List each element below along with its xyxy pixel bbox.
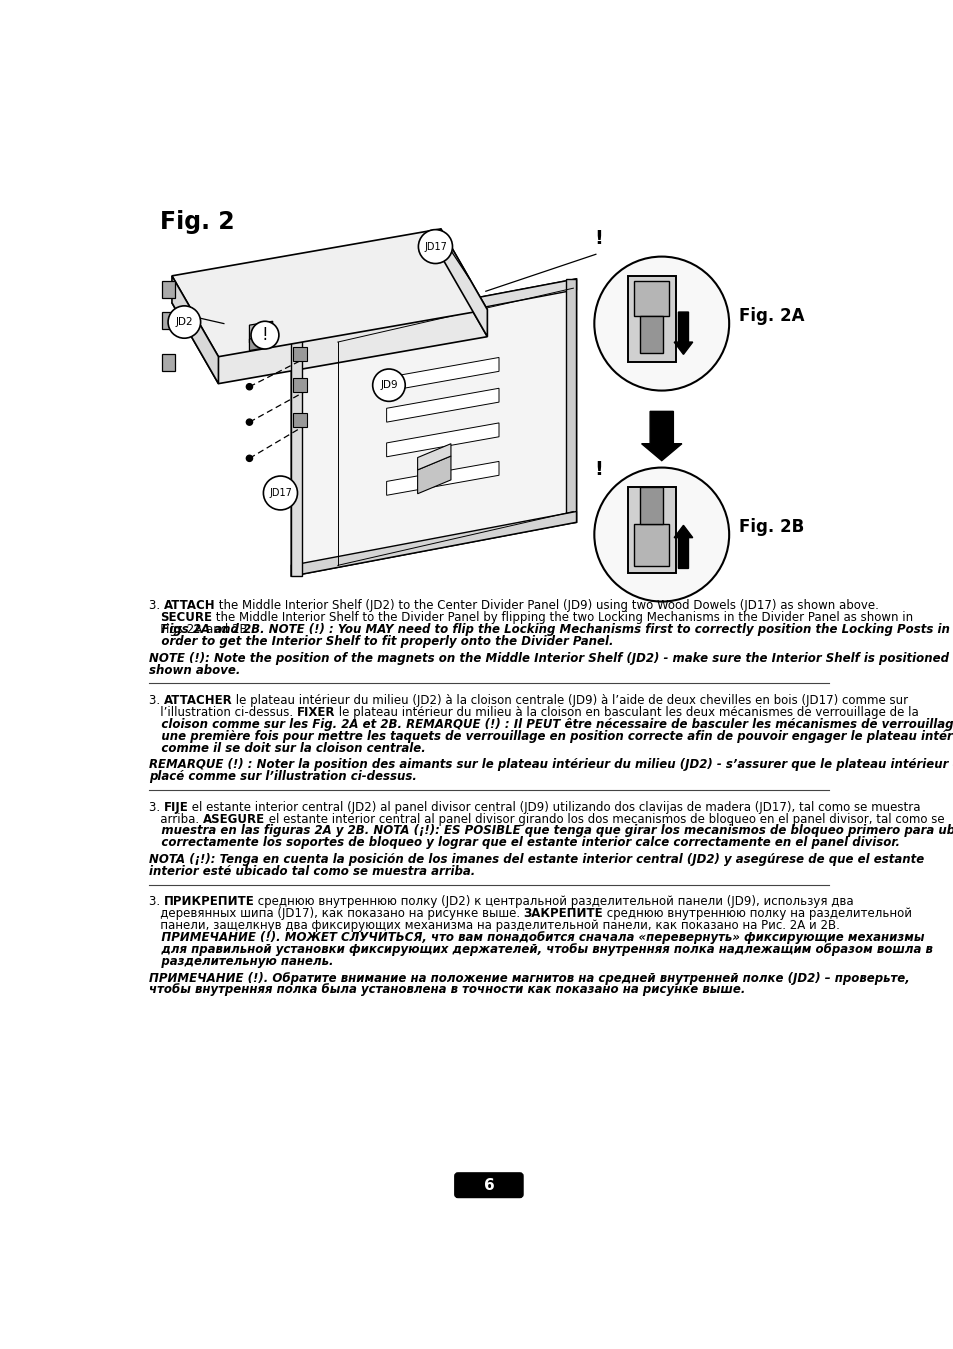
Text: shown above.: shown above.: [149, 664, 240, 677]
Polygon shape: [293, 413, 307, 426]
Polygon shape: [172, 229, 487, 356]
Text: interior esté ubicado tal como se muestra arriba.: interior esté ubicado tal como se muestr…: [149, 865, 475, 878]
Polygon shape: [386, 422, 498, 457]
Text: !: !: [261, 326, 268, 344]
Text: ПРИМЕЧАНИЕ (!). МОЖЕТ СЛУЧИТЬСЯ, что вам понадобится сначала «перевернуть» фикси: ПРИМЕЧАНИЕ (!). МОЖЕТ СЛУЧИТЬСЯ, что вам…: [149, 931, 923, 944]
FancyArrow shape: [674, 312, 692, 355]
Polygon shape: [633, 281, 669, 316]
Text: muestra en las figuras 2A y 2B. NOTA (¡!): ES POSIBLE que tenga que girar los me: muestra en las figuras 2A y 2B. NOTA (¡!…: [149, 824, 953, 838]
Text: el estante interior central al panel divisor girando los dos mecanismos de bloqu: el estante interior central al panel div…: [264, 812, 943, 826]
Text: el estante interior central (JD2) al panel divisor central (JD9) utilizando dos : el estante interior central (JD2) al pan…: [188, 800, 920, 813]
Text: Figs 2A and 2B. NOTE (!) : You MAY need to flip the Locking Mechanisms first to : Figs 2A and 2B. NOTE (!) : You MAY need …: [149, 623, 948, 637]
Text: le plateau intérieur du milieu à la cloison en basculant les deux mécanismes de : le plateau intérieur du milieu à la cloi…: [335, 706, 918, 719]
Polygon shape: [291, 279, 576, 576]
Polygon shape: [291, 333, 302, 576]
Circle shape: [373, 370, 405, 402]
Text: чтобы внутренняя полка была установлена в точности как показано на рисунке выше.: чтобы внутренняя полка была установлена …: [149, 983, 744, 997]
Polygon shape: [172, 275, 218, 383]
Polygon shape: [417, 444, 451, 469]
Polygon shape: [249, 321, 273, 343]
Text: arriba.: arriba.: [149, 812, 202, 826]
Text: Fig. 2: Fig. 2: [159, 209, 233, 233]
Circle shape: [246, 420, 253, 425]
Text: панели, защелкнув два фиксирующих механизма на разделительной панели, как показа: панели, защелкнув два фиксирующих механи…: [149, 919, 839, 932]
Polygon shape: [249, 335, 273, 351]
Text: разделительную панель.: разделительную панель.: [149, 955, 333, 969]
Polygon shape: [386, 357, 498, 391]
Polygon shape: [172, 256, 487, 383]
Text: ATTACHER: ATTACHER: [163, 693, 233, 707]
Polygon shape: [293, 348, 307, 362]
Circle shape: [263, 476, 297, 510]
Text: 3.: 3.: [149, 599, 163, 612]
Text: order to get the Interior Shelf to fit properly onto the Divider Panel.: order to get the Interior Shelf to fit p…: [149, 635, 613, 648]
Polygon shape: [386, 389, 498, 422]
Polygon shape: [639, 487, 662, 523]
Text: REMARQUE (!) : Noter la position des aimants sur le plateau intérieur du milieu : REMARQUE (!) : Noter la position des aim…: [149, 758, 953, 772]
Circle shape: [594, 256, 728, 391]
Circle shape: [418, 229, 452, 263]
Text: 3.: 3.: [149, 693, 163, 707]
Text: FIJE: FIJE: [163, 800, 188, 813]
Polygon shape: [627, 275, 675, 362]
Text: the Middle Interior Shelf (JD2) to the Center Divider Panel (JD9) using two Wood: the Middle Interior Shelf (JD2) to the C…: [215, 599, 878, 612]
Text: JD2: JD2: [175, 317, 193, 326]
Text: le plateau intérieur du milieu (JD2) à la cloison centrale (JD9) à l’aide de deu: le plateau intérieur du milieu (JD2) à l…: [233, 693, 907, 707]
Text: 3.: 3.: [149, 896, 163, 908]
Circle shape: [594, 468, 728, 602]
Polygon shape: [440, 229, 487, 337]
Text: JD17: JD17: [423, 241, 446, 251]
Text: среднюю внутреннюю полку на разделительной: среднюю внутреннюю полку на разделительн…: [602, 908, 911, 920]
Polygon shape: [291, 279, 576, 344]
Text: Fig. 2A: Fig. 2A: [739, 306, 804, 325]
Text: Fig. 2B: Fig. 2B: [739, 518, 803, 536]
Polygon shape: [291, 511, 576, 576]
Text: !: !: [593, 229, 602, 248]
Polygon shape: [162, 355, 174, 371]
Text: FIXER: FIXER: [296, 706, 335, 719]
FancyArrow shape: [641, 411, 681, 460]
Text: une première fois pour mettre les taquets de verrouillage en position correcte a: une première fois pour mettre les taquet…: [149, 730, 953, 743]
Text: correctamente los soportes de bloqueo y lograr que el estante interior calce cor: correctamente los soportes de bloqueo y …: [149, 836, 899, 850]
Text: деревянных шипа (JD17), как показано на рисунке выше.: деревянных шипа (JD17), как показано на …: [149, 908, 523, 920]
Polygon shape: [417, 456, 451, 494]
Polygon shape: [639, 316, 662, 353]
Polygon shape: [162, 281, 174, 298]
Circle shape: [246, 455, 253, 461]
Text: среднюю внутреннюю полку (JD2) к центральной разделительной панели (JD9), исполь: среднюю внутреннюю полку (JD2) к централ…: [254, 896, 853, 908]
Text: placé comme sur l’illustration ci-dessus.: placé comme sur l’illustration ci-dessus…: [149, 770, 416, 784]
Polygon shape: [386, 461, 498, 495]
Text: NOTA (¡!): Tenga en cuenta la posición de los imanes del estante interior centra: NOTA (¡!): Tenga en cuenta la posición d…: [149, 853, 923, 866]
Text: Figs 2A and 2B.: Figs 2A and 2B.: [149, 623, 254, 637]
Text: !: !: [593, 460, 602, 479]
Circle shape: [251, 321, 278, 349]
Text: SECURE: SECURE: [160, 611, 212, 625]
Text: ASEGURE: ASEGURE: [202, 812, 264, 826]
Text: comme il se doit sur la cloison centrale.: comme il se doit sur la cloison centrale…: [149, 742, 425, 754]
Polygon shape: [293, 378, 307, 393]
Polygon shape: [627, 487, 675, 573]
Polygon shape: [633, 523, 669, 567]
Circle shape: [246, 383, 253, 390]
Text: the Middle Interior Shelf to the Divider Panel by flipping the two Locking Mecha: the Middle Interior Shelf to the Divider…: [212, 611, 912, 625]
Text: ПРИМЕЧАНИЕ (!). Обратите внимание на положение магнитов на средней внутренней по: ПРИМЕЧАНИЕ (!). Обратите внимание на пол…: [149, 971, 908, 985]
Text: ЗАКРЕПИТЕ: ЗАКРЕПИТЕ: [523, 908, 602, 920]
Text: ПРИКРЕПИТЕ: ПРИКРЕПИТЕ: [163, 896, 254, 908]
FancyBboxPatch shape: [455, 1172, 522, 1198]
Polygon shape: [565, 279, 576, 522]
Text: JD9: JD9: [379, 380, 397, 390]
Text: JD17: JD17: [269, 488, 292, 498]
Text: для правильной установки фиксирующих держателей, чтобы внутренняя полка надлежащ: для правильной установки фиксирующих дер…: [149, 943, 932, 956]
Text: 3.: 3.: [149, 800, 163, 813]
Text: l’illustration ci-dessus.: l’illustration ci-dessus.: [149, 706, 296, 719]
Text: NOTE (!): Note the position of the magnets on the Middle Interior Shelf (JD2) - : NOTE (!): Note the position of the magne…: [149, 652, 953, 665]
Text: ATTACH: ATTACH: [163, 599, 215, 612]
Polygon shape: [162, 312, 174, 329]
FancyArrow shape: [674, 525, 692, 568]
Circle shape: [168, 306, 200, 339]
Text: 6: 6: [483, 1178, 494, 1193]
Text: cloison comme sur les Fig. 2A et 2B. REMARQUE (!) : Il PEUT être nécessaire de b: cloison comme sur les Fig. 2A et 2B. REM…: [149, 718, 953, 731]
